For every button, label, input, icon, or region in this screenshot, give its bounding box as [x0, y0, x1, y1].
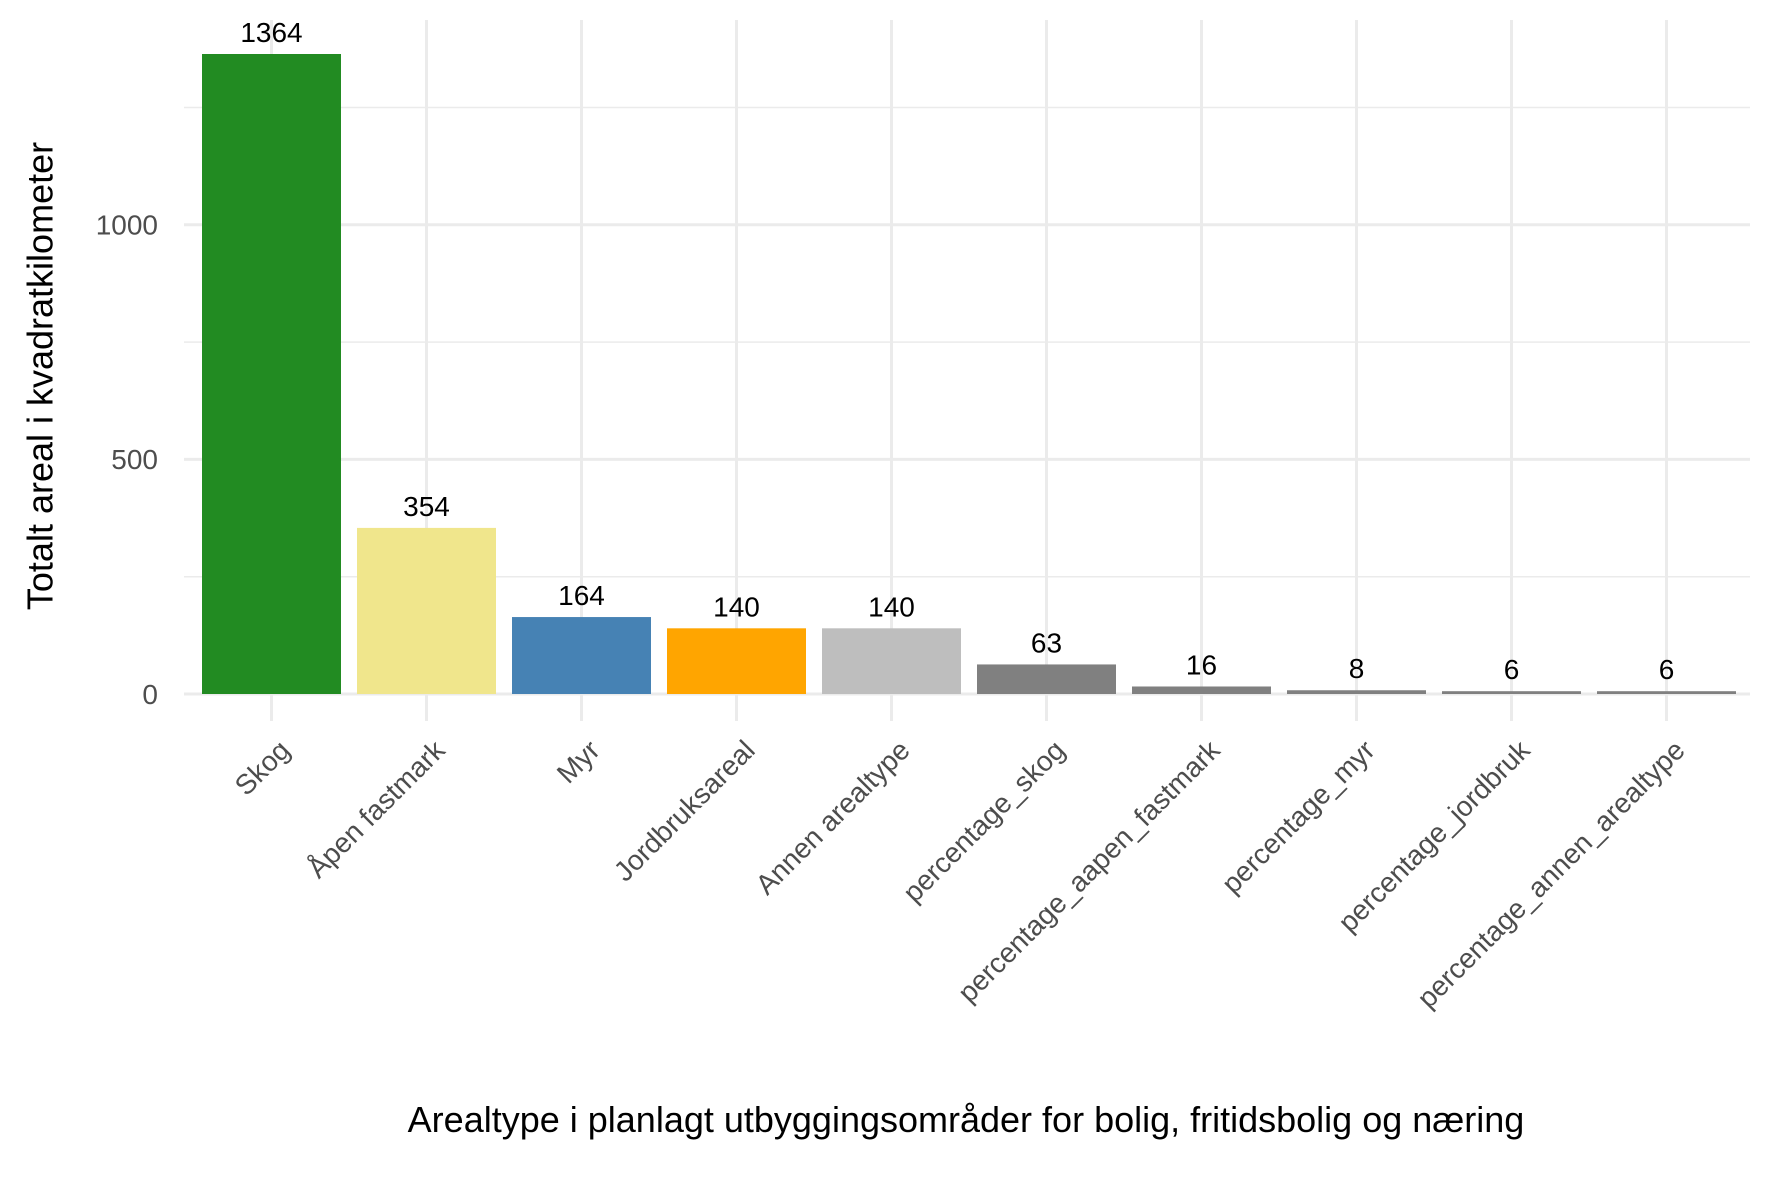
bar	[1287, 690, 1426, 694]
bar	[667, 628, 806, 694]
y-tick-label: 0	[142, 679, 158, 710]
y-axis-tick-labels: 0 500 1000	[96, 210, 158, 710]
bar-value-label: 140	[713, 591, 760, 622]
bars	[202, 54, 1736, 694]
bar-value-label: 1364	[240, 17, 302, 48]
x-tick-label: percentage_aapen_fastmark	[952, 734, 1227, 1009]
bar-value-label: 6	[1504, 654, 1520, 685]
x-tick-label: percentage_annen_arealtype	[1411, 734, 1691, 1014]
y-tick-label: 1000	[96, 210, 158, 241]
bar	[977, 664, 1116, 694]
bar-value-label: 6	[1659, 654, 1675, 685]
x-tick-label: Skog	[229, 734, 296, 801]
bar	[202, 54, 341, 694]
x-axis-tick-labels: Skog Åpen fastmark Myr JordbruksarealAnnen …	[229, 734, 1691, 1014]
bar	[1597, 691, 1736, 694]
bar-value-label: 164	[558, 580, 605, 611]
x-tick-label: Myr	[551, 734, 606, 789]
y-tick-label: 500	[111, 444, 158, 475]
bar-value-label: 140	[868, 591, 915, 622]
bar-value-label: 63	[1031, 627, 1062, 658]
x-tick-label: Jordbruksareal	[608, 734, 761, 887]
bar-value-labels: 1364 354 164 140 140 63 16 8 6 6	[240, 17, 1674, 685]
y-axis-title: Totalt areal i kvadratkilometer	[20, 142, 61, 610]
major-gridlines	[184, 20, 1750, 721]
bar	[822, 628, 961, 694]
bar	[1132, 686, 1271, 694]
bar	[512, 617, 651, 694]
x-tick-label: percentage_skog	[897, 734, 1071, 908]
x-tick-label: Annen arealtype	[750, 734, 916, 900]
x-tick-label: Åpen fastmark	[301, 734, 451, 884]
bar	[357, 527, 496, 694]
bar-value-label: 354	[403, 491, 450, 522]
x-axis-title: Arealtype i planlagt utbyggingsområder f…	[408, 1099, 1525, 1140]
bar	[1442, 691, 1581, 694]
x-tick-label: percentage_myr	[1216, 734, 1381, 899]
bar-value-label: 16	[1186, 649, 1217, 680]
bar-value-label: 8	[1349, 653, 1365, 684]
